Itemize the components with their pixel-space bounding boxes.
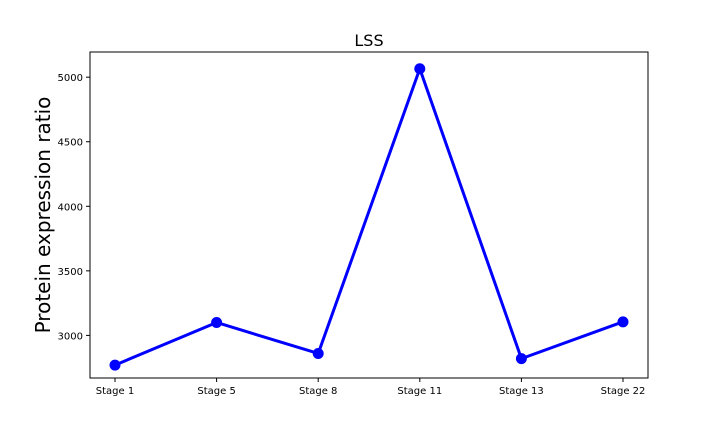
plot-frame [89,51,649,379]
data-point [617,316,629,328]
y-tick-label: 5000 [58,73,83,84]
y-tick-label: 4500 [58,138,83,149]
data-point [312,347,324,359]
series-line [113,67,625,367]
x-tick-label: Stage 13 [499,386,544,397]
data-point [211,316,223,328]
x-tick-label: Stage 22 [601,386,646,397]
x-tick-label: Stage 8 [299,386,337,397]
x-tick-label: Stage 11 [397,386,442,397]
data-point [109,359,121,371]
y-tick-label: 4000 [58,202,83,213]
chart-title: LSS [354,31,383,50]
x-tick-label: Stage 1 [96,386,134,397]
data-point [414,63,426,75]
y-tick-label: 3000 [58,331,83,342]
plot-area: 3000 3500 4000 4500 5000 Stage 1 Stage 5 Stage … [58,51,649,397]
data-point [515,353,527,365]
y-axis-label: Protein expression ratio [31,97,55,334]
y-tick-label: 3500 [58,267,83,278]
x-tick-label: Stage 5 [197,386,235,397]
